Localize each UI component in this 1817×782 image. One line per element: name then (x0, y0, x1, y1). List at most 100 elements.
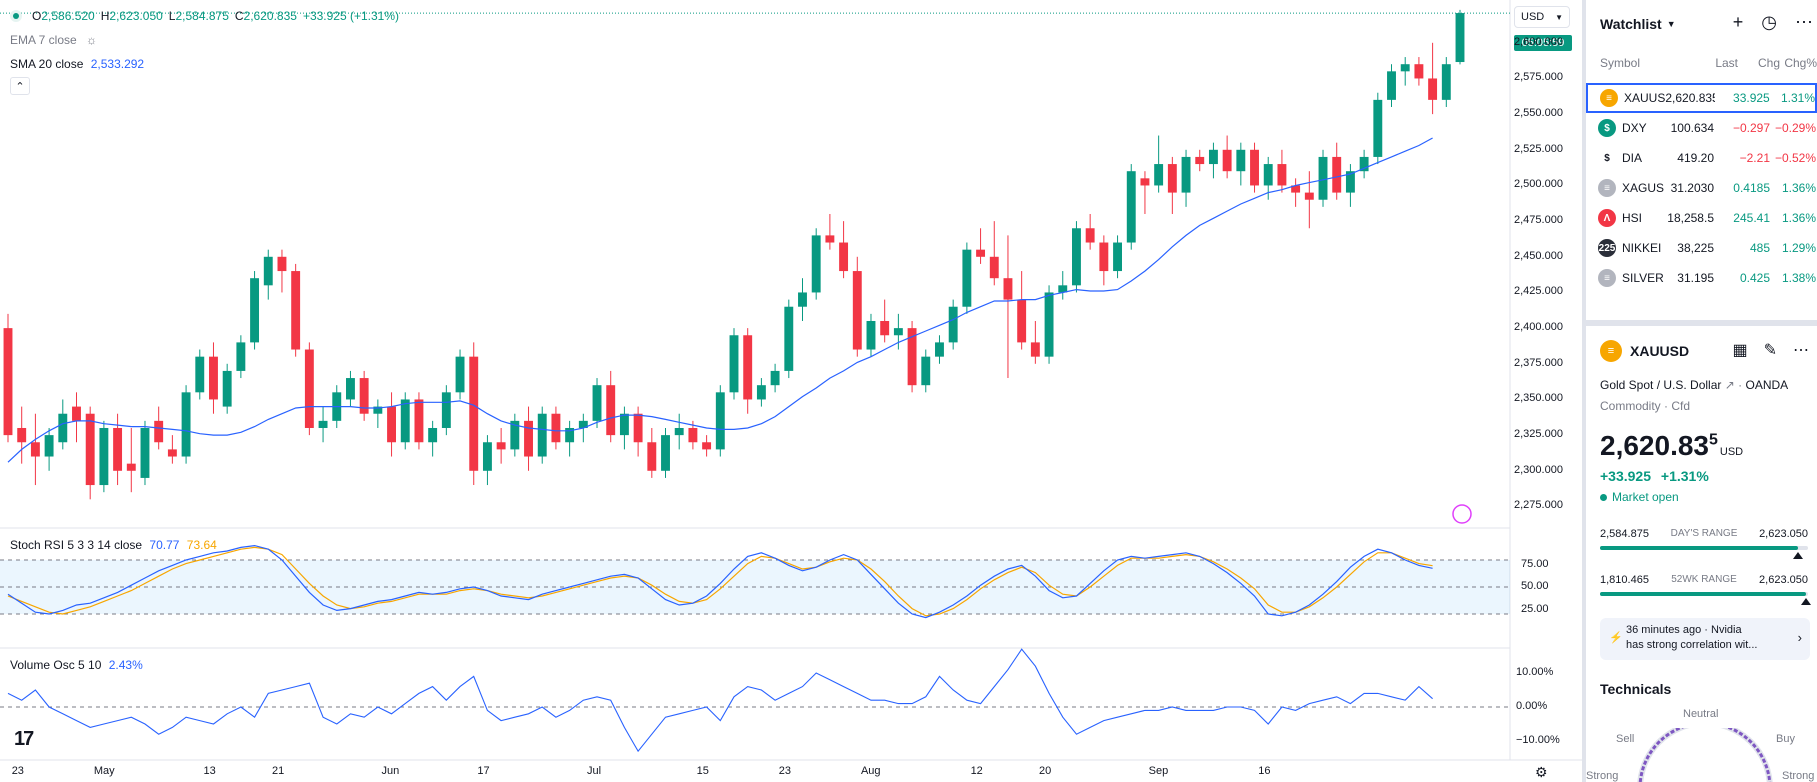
collapse-legend-button[interactable]: ⌃ (10, 77, 30, 95)
candle-body (510, 420, 520, 450)
candle-body (893, 328, 903, 336)
date-tick-label: 21 (271, 765, 285, 777)
edit-icon[interactable]: ✎ (1763, 342, 1777, 359)
col-last[interactable]: Last (1715, 56, 1738, 70)
external-link-icon[interactable]: ↗ (1724, 378, 1735, 392)
grid-icon[interactable]: ▦ (1732, 342, 1748, 359)
candle-body (1332, 156, 1342, 193)
gauge-sell-label: Sell (1616, 733, 1635, 745)
sma-line (7, 137, 1433, 463)
col-chg-percent[interactable]: Chg% (1784, 56, 1817, 70)
currency-select[interactable]: USD ▼ (1514, 6, 1570, 28)
price-tick-label: 2,425.000 (1514, 285, 1563, 298)
technicals-gauge (1637, 728, 1773, 782)
symbol-logo-icon: $ (1598, 119, 1616, 137)
candle-body (688, 427, 698, 443)
stoch-d-value: 73.64 (186, 538, 217, 552)
candle-body (1085, 228, 1095, 243)
candle-body (113, 427, 123, 471)
detail-category: Commodity · Cfd (1600, 399, 1691, 413)
plus-icon[interactable]: + (1732, 12, 1744, 32)
watchlist-row-silver[interactable]: ≡ SILVER 31.195 0.425 1.38% (1586, 263, 1817, 293)
date-tick-label: 23 (11, 765, 24, 777)
watchlist-symbol: DXY (1622, 121, 1647, 135)
news-card[interactable]: ⚡ 36 minutes ago · Nvidia has strong cor… (1600, 618, 1810, 660)
candle-body (1291, 185, 1301, 193)
candle-body (1181, 156, 1191, 193)
candle-body (1208, 149, 1218, 165)
technicals-title[interactable]: Technicals (1600, 681, 1672, 697)
watchlist-chg-percent: 1.36% (1781, 181, 1816, 195)
candle-body (250, 278, 260, 343)
ema-legend[interactable]: EMA 7 close ☼ (10, 33, 97, 47)
candle-body (1113, 242, 1122, 272)
market-status[interactable]: Market open (1600, 490, 1679, 504)
watchlist-title[interactable]: Watchlist (1600, 16, 1662, 32)
date-tick-label: Jul (587, 765, 602, 777)
more-icon[interactable]: ⋯ (1793, 342, 1809, 359)
stoch-k-value: 70.77 (149, 538, 180, 552)
col-chg[interactable]: Chg (1757, 56, 1780, 70)
wk52-range-label: 52WK RANGE (1671, 574, 1737, 585)
watchlist-row-dia[interactable]: $ DIA 419.20 −2.21 −0.52% (1586, 143, 1817, 173)
news-topic: Nvidia (1711, 624, 1742, 636)
watchlist-row-xagusd[interactable]: ≡ XAGUSD 31.2030 0.4185 1.36% (1586, 173, 1817, 203)
candle-body (140, 427, 150, 478)
watchlist-row-xauusd[interactable]: ≡ XAUUSD2,620.835 33.925 1.31% (1586, 83, 1817, 113)
price-currency: USD (1719, 446, 1744, 458)
sma-value: 2,533.292 (90, 57, 145, 71)
hidden-eye-icon[interactable]: ☼ (86, 33, 98, 47)
sma-label: SMA 20 close (10, 57, 84, 71)
candle-body (729, 335, 739, 393)
candle-body (524, 420, 533, 457)
candle-body (935, 342, 944, 357)
chart-area[interactable]: O2,586.520 H2,623.050 L2,584.875 C2,620.… (0, 0, 1582, 782)
candle-body (743, 335, 753, 400)
candle-body (715, 392, 725, 450)
watchlist-chg: −0.297 (1732, 121, 1770, 135)
watchlist-row-hsi[interactable]: Ʌ HSI 18,258.5 245.41 1.36% (1586, 203, 1817, 233)
vol-tick-label: 10.00% (1516, 666, 1554, 678)
candle-body (1277, 164, 1287, 186)
wk52-range-high: 2,623.050 (1759, 574, 1808, 586)
candle-body (811, 235, 821, 293)
price-tick-label: 2,500.000 (1514, 178, 1563, 191)
stoch-legend[interactable]: Stoch RSI 5 3 3 14 close 70.77 73.64 (10, 538, 217, 552)
candle-body (1318, 156, 1328, 200)
vol-legend[interactable]: Volume Osc 5 10 2.43% (10, 658, 143, 672)
watchlist-symbol: XAUUSD (1624, 91, 1666, 105)
candle-body (30, 442, 40, 457)
watchlist-chg-percent: −0.52% (1774, 151, 1816, 165)
candle-body (989, 256, 999, 279)
description-text[interactable]: Gold Spot / U.S. Dollar (1600, 378, 1722, 392)
gauge-strong-buy-label: Strong (1782, 770, 1815, 782)
chevron-up-icon: ⌃ (15, 80, 25, 93)
candle-body (825, 235, 835, 243)
col-symbol[interactable]: Symbol (1600, 56, 1641, 70)
candle-body (400, 399, 410, 443)
symbol-logo-icon: $ (1598, 149, 1616, 167)
candle-body (551, 413, 561, 443)
days-range-low: 2,584.875 (1600, 528, 1649, 540)
watchlist-row-dxy[interactable]: $ DXY 100.634 −0.297 −0.29% (1586, 113, 1817, 143)
candle-body (537, 413, 547, 457)
wk52-range-bar (1600, 592, 1808, 596)
chart-canvas[interactable] (0, 0, 1582, 782)
panel-divider[interactable] (1586, 320, 1817, 326)
lightning-icon (1452, 504, 1472, 524)
tradingview-logo[interactable]: 17 (14, 728, 34, 750)
candle-body (1400, 64, 1410, 72)
price-tick-label: 2,400.000 (1514, 321, 1563, 334)
detail-symbol-name[interactable]: XAUUSD (1630, 343, 1690, 359)
watchlist-row-nikkei[interactable]: 225 NIKKEI 38,225 485 1.29% (1586, 233, 1817, 263)
candle-body (387, 406, 396, 443)
gear-icon[interactable]: ⚙ (1535, 764, 1548, 780)
chevron-down-icon[interactable]: ▼ (1666, 19, 1676, 29)
more-icon[interactable]: ⋯ (1795, 12, 1813, 32)
sma-legend[interactable]: SMA 20 close 2,533.292 (10, 57, 144, 71)
clock-icon[interactable]: ◷ (1761, 12, 1777, 32)
vol-tick-label: 0.00% (1516, 700, 1548, 712)
candle-body (428, 427, 438, 443)
candle-body (236, 342, 246, 371)
watchlist-symbol: XAGUSD (1622, 181, 1664, 195)
